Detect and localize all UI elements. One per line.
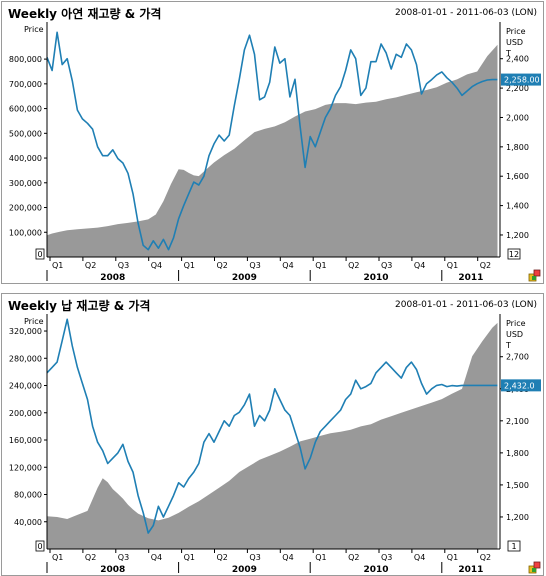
right-axis-label: T	[505, 49, 511, 58]
price-line	[46, 318, 498, 534]
chart-title: Weekly 납 재고량 & 가격	[8, 299, 151, 313]
right-tick-label: 2,200	[506, 84, 529, 93]
inventory-area	[47, 322, 498, 549]
quarter-label: Q4	[414, 553, 425, 562]
quarter-label: Q1	[447, 261, 458, 270]
year-label: 2010	[363, 565, 388, 575]
quarter-label: Q3	[381, 553, 392, 562]
right-axis-label: USD	[506, 38, 523, 47]
quarter-label: Q2	[85, 553, 96, 562]
quarter-label: Q4	[414, 261, 425, 270]
year-label: 2008	[100, 273, 125, 283]
left-tick-label: 600,000	[9, 105, 42, 114]
quarter-label: Q1	[184, 261, 195, 270]
chart-title: Weekly 아연 재고량 & 가격	[8, 7, 162, 21]
year-label: 2011	[458, 565, 483, 575]
left-tick-label: 240,000	[9, 382, 42, 391]
right-tick-label: 1,400	[506, 202, 529, 211]
right-tick-label: 2,400	[506, 55, 529, 64]
right-axis-label: T	[505, 341, 511, 350]
right-tick-label: 1,800	[506, 449, 529, 458]
quarter-label: Q2	[480, 261, 491, 270]
last-value-label: 2,258.00	[504, 76, 540, 85]
right-tick-label: 2,000	[506, 113, 529, 122]
quarter-label: Q3	[249, 261, 260, 270]
quarter-label: Q4	[151, 261, 162, 270]
left-tick-label: 400,000	[9, 154, 42, 163]
quarter-label: Q2	[216, 261, 227, 270]
left-tick-label: 80,000	[14, 491, 42, 500]
right-bottom-box	[507, 540, 521, 552]
last-value-label: 2,432.0	[504, 381, 535, 390]
left-tick-label: 300,000	[9, 179, 42, 188]
left-tick-label: 160,000	[9, 436, 42, 445]
left-zero-box	[35, 248, 45, 260]
quarter-label: Q3	[118, 553, 129, 562]
quarter-label: Q1	[447, 553, 458, 562]
left-tick-label: 200,000	[9, 409, 42, 418]
right-tick-label: 2,700	[506, 353, 529, 362]
right-bottom-box	[507, 248, 521, 260]
left-zero-label: 0	[37, 250, 42, 259]
left-tick-label: 120,000	[9, 463, 42, 472]
right-tick-label: 2,100	[506, 417, 529, 426]
quarter-label: Q1	[315, 553, 326, 562]
quarter-label: Q3	[249, 553, 260, 562]
left-tick-label: 320,000	[9, 327, 42, 336]
zinc-chart: Price 100,000 200,000 300,000 400,000 500,000…	[9, 22, 541, 283]
quarter-label: Q3	[118, 261, 129, 270]
quarter-label: Q2	[480, 553, 491, 562]
quarter-label: Q4	[151, 553, 162, 562]
price-line	[46, 31, 498, 251]
right-tick-label: 1,200	[506, 231, 529, 240]
inventory-area	[47, 44, 498, 257]
quarter-label: Q2	[348, 261, 359, 270]
quarter-label: Q2	[216, 553, 227, 562]
last-value-tag	[501, 73, 541, 86]
lead-chart: Price 40,000 80,000 120,000 160,000 200,000 24…	[9, 314, 541, 575]
right-axis-label: Price	[506, 319, 526, 328]
zinc-chart-panel: Weekly 아연 재고량 & 가격 2008-01-01 - 2011-06-…	[1, 1, 544, 284]
year-label: 2011	[458, 273, 483, 283]
right-bottom-label: 1	[511, 542, 516, 551]
left-tick-label: 200,000	[9, 204, 42, 213]
right-tick-label: 1,500	[506, 481, 529, 490]
left-axis-label: Price	[24, 25, 44, 34]
last-value-tag	[501, 379, 541, 392]
quarter-label: Q1	[52, 261, 63, 270]
quarter-label: Q1	[52, 553, 63, 562]
date-range: 2008-01-01 - 2011-06-03 (LON)	[395, 8, 537, 18]
quarter-label: Q4	[282, 261, 293, 270]
year-label: 2009	[232, 273, 257, 283]
left-tick-label: 100,000	[9, 228, 42, 237]
quarter-label: Q4	[282, 553, 293, 562]
quarter-label: Q1	[315, 261, 326, 270]
right-tick-label: 1,600	[506, 172, 529, 181]
right-tick-label: 1,200	[506, 513, 529, 522]
date-range: 2008-01-01 - 2011-06-03 (LON)	[395, 300, 537, 310]
quarter-label: Q3	[381, 261, 392, 270]
left-axis-label: Price	[24, 317, 44, 326]
right-bottom-label: 12	[509, 250, 519, 259]
left-tick-label: 40,000	[14, 518, 42, 527]
chart-settings-icon[interactable]	[528, 268, 542, 282]
left-zero-label: 0	[37, 542, 42, 551]
quarter-label: Q2	[348, 553, 359, 562]
year-label: 2010	[363, 273, 388, 283]
left-tick-label: 280,000	[9, 354, 42, 363]
right-axis-label: Price	[506, 27, 526, 36]
left-tick-label: 700,000	[9, 80, 42, 89]
quarter-label: Q1	[184, 553, 195, 562]
year-label: 2009	[232, 565, 257, 575]
left-zero-box	[35, 540, 45, 552]
right-axis-label: USD	[506, 330, 523, 339]
lead-chart-panel: Weekly 납 재고량 & 가격 2008-01-01 - 2011-06-0…	[1, 293, 544, 576]
right-tick-label: 1,800	[506, 143, 529, 152]
year-label: 2008	[100, 565, 125, 575]
quarter-label: Q2	[85, 261, 96, 270]
left-tick-label: 800,000	[9, 55, 42, 64]
chart-settings-icon[interactable]	[528, 560, 542, 574]
left-tick-label: 500,000	[9, 129, 42, 138]
